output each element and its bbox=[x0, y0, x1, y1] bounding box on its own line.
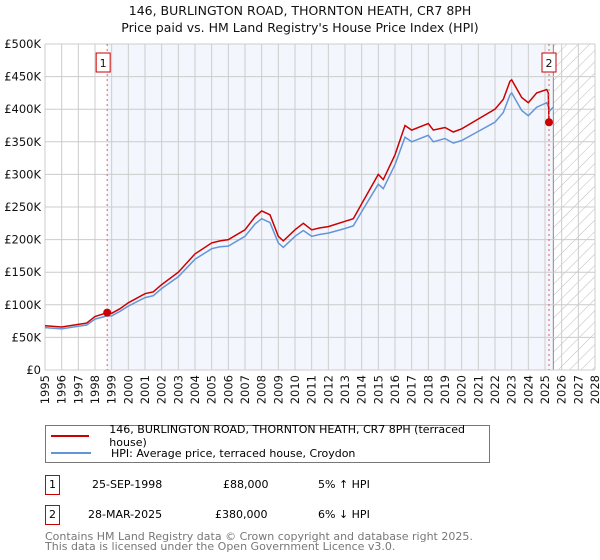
x-tick-label: 2014 bbox=[355, 375, 369, 404]
x-tick-label: 2018 bbox=[421, 375, 435, 404]
footer-copyright: Contains HM Land Registry data © Crown c… bbox=[45, 530, 473, 543]
x-tick-label: 2022 bbox=[488, 375, 502, 404]
annotation-badge bbox=[95, 52, 111, 73]
y-tick-label: £100K bbox=[4, 298, 41, 312]
x-tick-label: 2024 bbox=[521, 375, 535, 404]
annotation-badge bbox=[541, 52, 557, 73]
y-tick-label: £350K bbox=[4, 135, 41, 149]
legend-item-property: 146, BURLINGTON ROAD, THORNTON HEATH, CR… bbox=[46, 423, 489, 449]
y-tick-label: £400K bbox=[4, 102, 41, 116]
legend-label: 146, BURLINGTON ROAD, THORNTON HEATH, CR… bbox=[109, 423, 465, 449]
sale-hpi-diff: 5% ↑ HPI bbox=[318, 478, 370, 491]
x-tick-label: 2007 bbox=[238, 375, 252, 404]
sale-hpi-diff: 6% ↓ HPI bbox=[318, 508, 370, 521]
x-tick-label: 1999 bbox=[105, 375, 119, 404]
annotation-label: 1 bbox=[100, 57, 107, 70]
hpi-line bbox=[44, 91, 554, 330]
sale-row: 1 25-SEP-1998 £88,000 5% ↑ HPI bbox=[45, 475, 545, 495]
x-tick-label: 2028 bbox=[588, 375, 600, 404]
sale-row: 2 28-MAR-2025 £380,000 6% ↓ HPI bbox=[45, 505, 545, 525]
legend-item-hpi: HPI: Average price, terraced house, Croy… bbox=[46, 445, 355, 461]
x-tick-label: 2013 bbox=[338, 375, 352, 404]
x-tick-label: 1997 bbox=[71, 375, 85, 404]
x-tick-label: 2002 bbox=[155, 375, 169, 404]
x-tick-label: 2001 bbox=[138, 375, 152, 404]
y-tick-label: £300K bbox=[4, 167, 41, 181]
sale-point bbox=[545, 118, 553, 127]
x-tick-label: 2023 bbox=[505, 375, 519, 404]
sale-badge: 1 bbox=[45, 475, 60, 495]
y-tick-label: £450K bbox=[4, 70, 41, 84]
y-tick-label: £50K bbox=[12, 330, 42, 344]
x-tick-label: 2003 bbox=[171, 375, 185, 404]
legend: 146, BURLINGTON ROAD, THORNTON HEATH, CR… bbox=[45, 423, 490, 463]
x-tick-label: 2015 bbox=[371, 375, 385, 404]
x-tick-label: 2000 bbox=[121, 375, 135, 404]
sale-point bbox=[103, 308, 112, 317]
x-tick-label: 2010 bbox=[288, 375, 302, 404]
red-line-swatch bbox=[51, 435, 90, 437]
x-tick-label: 2021 bbox=[471, 375, 485, 404]
x-tick-label: 2025 bbox=[538, 375, 552, 404]
x-tick-label: 2009 bbox=[271, 375, 285, 404]
x-tick-label: 2012 bbox=[321, 375, 335, 404]
sale-date: 25-SEP-1998 bbox=[92, 478, 163, 491]
x-tick-label: 2027 bbox=[571, 375, 585, 404]
sale-price: £88,000 bbox=[223, 478, 269, 491]
x-tick-label: 2006 bbox=[221, 375, 235, 404]
y-tick-label: £150K bbox=[4, 265, 41, 279]
sale-price: £380,000 bbox=[215, 508, 268, 521]
annotation-label: 2 bbox=[546, 57, 553, 70]
x-tick-label: 2011 bbox=[305, 375, 319, 404]
x-tick-label: 2020 bbox=[455, 375, 469, 404]
x-tick-label: 2008 bbox=[255, 375, 269, 404]
x-tick-label: 1998 bbox=[88, 375, 102, 404]
x-tick-label: 2026 bbox=[555, 375, 569, 404]
x-tick-label: 2017 bbox=[405, 375, 419, 404]
y-tick-label: £250K bbox=[4, 200, 41, 214]
sale-date: 28-MAR-2025 bbox=[88, 508, 163, 521]
x-tick-label: 2004 bbox=[188, 375, 202, 404]
price-paid-line bbox=[44, 78, 550, 328]
x-tick-label: 2019 bbox=[438, 375, 452, 404]
footer-licence: This data is licensed under the Open Gov… bbox=[45, 540, 396, 553]
x-tick-label: 2005 bbox=[205, 375, 219, 404]
chart-title: 146, BURLINGTON ROAD, THORNTON HEATH, CR… bbox=[128, 3, 472, 18]
y-tick-label: £500K bbox=[4, 37, 41, 51]
y-tick-label: £0 bbox=[26, 363, 41, 377]
legend-label: HPI: Average price, terraced house, Croy… bbox=[111, 446, 356, 460]
footer: Contains HM Land Registry data © Crown c… bbox=[45, 530, 473, 553]
chart-subtitle: Price paid vs. HM Land Registry's House … bbox=[121, 20, 479, 35]
x-tick-label: 1995 bbox=[38, 375, 52, 404]
x-tick-label: 1996 bbox=[55, 375, 69, 404]
y-tick-label: £200K bbox=[4, 233, 41, 247]
blue-line-swatch bbox=[51, 452, 91, 454]
sale-badge: 2 bbox=[45, 505, 60, 525]
x-tick-label: 2016 bbox=[388, 375, 402, 404]
